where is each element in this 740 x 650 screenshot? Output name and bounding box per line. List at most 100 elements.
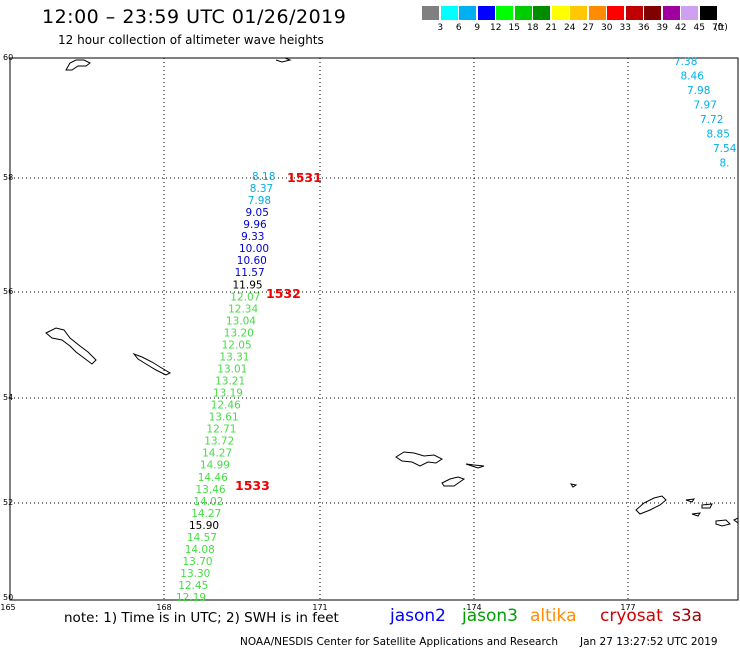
lat-labels: 60 58 56 54 52 50 bbox=[3, 53, 13, 602]
time-marker: 1531 bbox=[287, 170, 322, 185]
coastlines bbox=[45, 57, 739, 527]
scale-swatch bbox=[681, 6, 698, 20]
island-pribilof-east bbox=[395, 451, 443, 467]
swh-value: 12.34 bbox=[228, 303, 258, 315]
lon-labels: 165 168 171 174 177 bbox=[0, 603, 635, 612]
scale-swatch bbox=[459, 6, 476, 20]
scale-label: 30 bbox=[601, 23, 613, 33]
lat-label: 58 bbox=[3, 173, 13, 182]
island-east-f bbox=[733, 517, 739, 524]
map-frame bbox=[9, 57, 739, 601]
swh-value: 7.98 bbox=[687, 85, 710, 97]
swh-value: 14.02 bbox=[193, 496, 223, 508]
swh-value: 13.20 bbox=[224, 327, 254, 339]
lon-label: 171 bbox=[312, 603, 327, 612]
swh-value: 13.04 bbox=[226, 315, 256, 327]
island-top-left bbox=[65, 59, 91, 71]
lat-label: 50 bbox=[3, 593, 13, 602]
island-top-mid bbox=[275, 57, 292, 63]
scale-label: 21 bbox=[545, 23, 557, 33]
swh-value: 8.85 bbox=[707, 129, 730, 141]
island-small-b bbox=[441, 476, 466, 487]
swh-value: 7.98 bbox=[248, 195, 271, 207]
scale-label: 42 bbox=[675, 23, 687, 33]
lat-gridlines bbox=[10, 177, 738, 504]
satellite-legend-s3a: s3a bbox=[672, 606, 703, 626]
swh-value: 7.54 bbox=[713, 143, 737, 155]
swh-value: 12.45 bbox=[178, 580, 208, 592]
scale-swatch bbox=[699, 6, 717, 20]
island-east-b bbox=[685, 498, 696, 503]
scale-label: 45 bbox=[693, 23, 705, 33]
swh-value: 14.27 bbox=[202, 448, 232, 460]
scale-label: 36 bbox=[638, 23, 650, 33]
satellite-legend-cryosat: cryosat bbox=[600, 606, 663, 626]
lat-label: 56 bbox=[3, 287, 13, 296]
time-marker: 1533 bbox=[235, 478, 270, 493]
wave-height-color-scale: 3 6 9 12 15 18 21 24 27 30 33 36 39 42 45 70 (ft) bbox=[422, 6, 728, 36]
scale-swatch bbox=[533, 6, 550, 20]
lon-label: 177 bbox=[620, 603, 635, 612]
swh-value: 13.21 bbox=[215, 376, 245, 388]
swh-value: 8.46 bbox=[681, 71, 705, 83]
scale-swatch bbox=[440, 6, 458, 20]
swh-value: 7.72 bbox=[700, 114, 723, 126]
swh-value: 13.70 bbox=[183, 556, 213, 568]
swh-value: 11.95 bbox=[233, 279, 263, 291]
time-markers: 1531 1532 1533 bbox=[235, 170, 322, 493]
scale-swatch bbox=[662, 6, 680, 20]
swh-value: 12.19 bbox=[176, 592, 206, 604]
scale-label: 24 bbox=[564, 23, 576, 33]
scale-label: 15 bbox=[508, 23, 520, 33]
swh-value: 9.33 bbox=[241, 231, 264, 243]
map-title: 12:00 – 23:59 UTC 01/26/2019 bbox=[42, 6, 347, 28]
island-small-west bbox=[132, 352, 172, 376]
scale-swatch bbox=[496, 6, 513, 20]
swh-value: 7.97 bbox=[694, 100, 717, 112]
scale-swatch bbox=[514, 6, 532, 20]
scale-label: 6 bbox=[455, 23, 462, 33]
generated-timestamp: Jan 27 13:27:52 UTC 2019 bbox=[580, 636, 718, 648]
scale-label: 33 bbox=[619, 23, 631, 33]
lat-label: 54 bbox=[3, 393, 13, 402]
swh-value: 10.00 bbox=[239, 243, 269, 255]
satellite-legend-jason2: jason2 bbox=[390, 606, 446, 626]
swh-value: 14.08 bbox=[185, 544, 215, 556]
altimeter-track-main: 8.188.377.989.059.969.3310.0010.6011.571… bbox=[176, 171, 275, 604]
swh-value: 14.99 bbox=[200, 460, 230, 472]
swh-value: 9.96 bbox=[243, 219, 267, 231]
scale-unit-label: (ft) bbox=[714, 23, 728, 33]
swh-value: 7.38 bbox=[674, 56, 697, 68]
lat-label: 60 bbox=[3, 53, 13, 62]
swh-value: 8.37 bbox=[250, 183, 273, 195]
island-attu bbox=[45, 327, 97, 365]
scale-label: 70 bbox=[712, 23, 724, 33]
swh-value: 13.61 bbox=[209, 412, 239, 424]
swh-value: 8. bbox=[720, 158, 730, 170]
swh-value: 13.19 bbox=[213, 388, 243, 400]
swh-value: 13.01 bbox=[217, 364, 247, 376]
scale-label: 3 bbox=[437, 23, 444, 33]
scale-swatch bbox=[551, 6, 569, 20]
scale-swatch bbox=[588, 6, 606, 20]
map-subtitle: 12 hour collection of altimeter wave hei… bbox=[58, 33, 324, 47]
island-east-c bbox=[701, 503, 713, 509]
scale-swatch bbox=[422, 6, 439, 20]
island-east-e bbox=[715, 519, 731, 527]
swh-value: 10.60 bbox=[237, 255, 267, 267]
swh-value: 11.57 bbox=[235, 267, 265, 279]
swh-value: 14.57 bbox=[187, 532, 217, 544]
lon-label: 168 bbox=[156, 603, 171, 612]
swh-value: 12.05 bbox=[222, 339, 252, 351]
scale-swatch bbox=[570, 6, 587, 20]
swh-value: 12.46 bbox=[211, 400, 241, 412]
scale-swatch bbox=[644, 6, 661, 20]
scale-swatch bbox=[477, 6, 495, 20]
lon-label: 174 bbox=[466, 603, 481, 612]
swh-value: 15.90 bbox=[189, 520, 219, 532]
scale-label: 9 bbox=[474, 23, 481, 33]
swh-value: 14.46 bbox=[198, 472, 228, 484]
swh-value: 12.07 bbox=[230, 291, 260, 303]
island-east-d bbox=[691, 512, 702, 517]
scale-label: 18 bbox=[527, 23, 539, 33]
